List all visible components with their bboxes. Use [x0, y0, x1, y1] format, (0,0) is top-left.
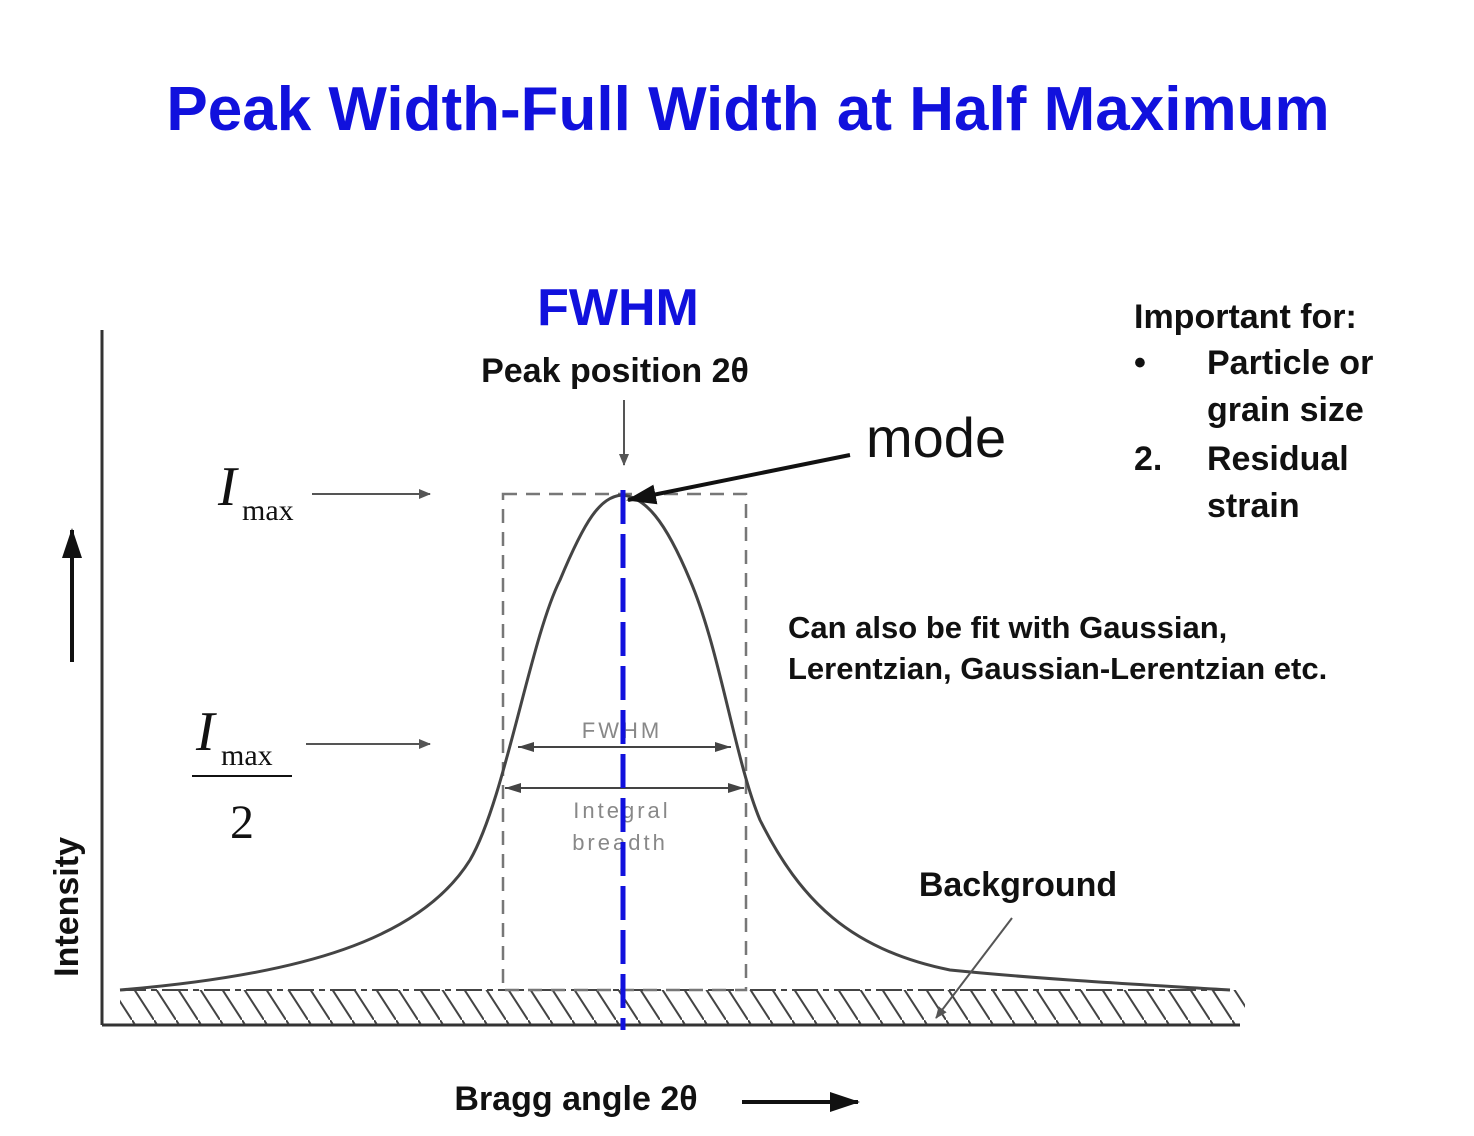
mode-arrow — [626, 453, 851, 505]
half-max-symbol: I — [195, 701, 217, 763]
list-item-2-line2: strain — [1207, 487, 1300, 525]
background-pointer — [935, 917, 1013, 1019]
imax-label: I max — [217, 456, 294, 527]
mode-label: mode — [866, 406, 1006, 469]
x-axis-label: Bragg angle 2θ — [454, 1080, 697, 1118]
integral-label-line2: breadth — [572, 830, 668, 855]
important-list: Important for: • Particle or grain size … — [1134, 298, 1373, 525]
half-max-subscript: max — [221, 739, 273, 772]
list-marker-1: • — [1134, 344, 1146, 382]
list-marker-2: 2. — [1134, 440, 1162, 478]
peak-position-label: Peak position 2θ — [481, 352, 749, 390]
half-denominator: 2 — [230, 796, 254, 849]
list-item-1-line2: grain size — [1207, 391, 1364, 429]
list-item-1-line1: Particle or — [1207, 344, 1373, 382]
half-max-label: I max 2 — [192, 701, 292, 849]
fit-note-line2: Lerentzian, Gaussian-Lerentzian etc. — [788, 651, 1327, 686]
imax-subscript: max — [242, 494, 294, 527]
important-heading: Important for: — [1134, 298, 1357, 336]
y-axis-label: Intensity — [48, 837, 86, 977]
peak-curve — [119, 493, 1231, 992]
slide-title: Peak Width-Full Width at Half Maximum — [166, 75, 1329, 144]
background-band — [120, 990, 1245, 1024]
fit-note-line1: Can also be fit with Gaussian, — [788, 610, 1227, 645]
imax-symbol: I — [217, 456, 239, 518]
background-label: Background — [919, 866, 1117, 904]
list-item-2-line1: Residual — [1207, 440, 1349, 478]
fwhm-heading: FWHM — [537, 279, 699, 337]
